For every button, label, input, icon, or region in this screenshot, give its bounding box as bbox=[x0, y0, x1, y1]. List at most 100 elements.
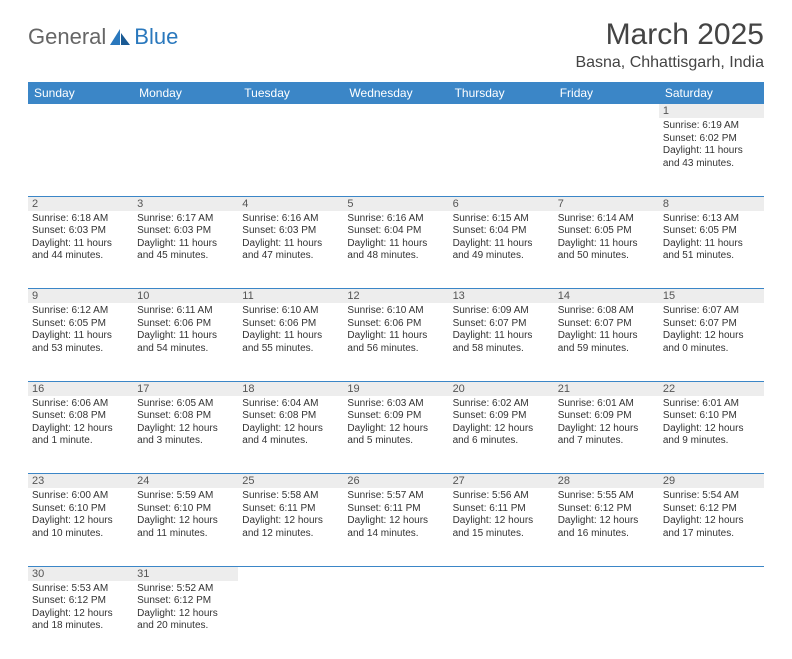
day-cell bbox=[343, 118, 448, 196]
weekday-header: Wednesday bbox=[343, 82, 448, 104]
sunrise-text: Sunrise: 6:15 AM bbox=[453, 213, 550, 226]
day-cell: Sunrise: 6:02 AMSunset: 6:09 PMDaylight:… bbox=[449, 396, 554, 474]
daylight-text: Daylight: 11 hours bbox=[137, 238, 234, 251]
day-cell: Sunrise: 5:56 AMSunset: 6:11 PMDaylight:… bbox=[449, 488, 554, 566]
daylight-text: and 5 minutes. bbox=[347, 435, 444, 448]
daylight-text: and 16 minutes. bbox=[558, 528, 655, 541]
sunset-text: Sunset: 6:07 PM bbox=[558, 318, 655, 331]
sunset-text: Sunset: 6:07 PM bbox=[453, 318, 550, 331]
sunrise-text: Sunrise: 6:04 AM bbox=[242, 398, 339, 411]
day-cell bbox=[238, 581, 343, 659]
daylight-text: Daylight: 12 hours bbox=[558, 515, 655, 528]
header: General Blue March 2025 Basna, Chhattisg… bbox=[28, 18, 764, 72]
daylight-text: Daylight: 12 hours bbox=[137, 423, 234, 436]
daylight-text: Daylight: 12 hours bbox=[663, 515, 760, 528]
sunset-text: Sunset: 6:07 PM bbox=[663, 318, 760, 331]
day-cell: Sunrise: 6:03 AMSunset: 6:09 PMDaylight:… bbox=[343, 396, 448, 474]
daylight-text: and 9 minutes. bbox=[663, 435, 760, 448]
day-number bbox=[343, 104, 448, 118]
page-title: March 2025 bbox=[575, 18, 764, 52]
week-row: Sunrise: 5:53 AMSunset: 6:12 PMDaylight:… bbox=[28, 581, 764, 659]
sunrise-text: Sunrise: 6:00 AM bbox=[32, 490, 129, 503]
day-cell: Sunrise: 6:05 AMSunset: 6:08 PMDaylight:… bbox=[133, 396, 238, 474]
daylight-text: Daylight: 11 hours bbox=[558, 238, 655, 251]
weekday-header: Monday bbox=[133, 82, 238, 104]
sunset-text: Sunset: 6:05 PM bbox=[32, 318, 129, 331]
sunset-text: Sunset: 6:03 PM bbox=[137, 225, 234, 238]
daylight-text: and 1 minute. bbox=[32, 435, 129, 448]
sunset-text: Sunset: 6:08 PM bbox=[32, 410, 129, 423]
sunset-text: Sunset: 6:10 PM bbox=[663, 410, 760, 423]
sunset-text: Sunset: 6:09 PM bbox=[453, 410, 550, 423]
sunset-text: Sunset: 6:11 PM bbox=[242, 503, 339, 516]
sunrise-text: Sunrise: 6:01 AM bbox=[663, 398, 760, 411]
sunrise-text: Sunrise: 6:02 AM bbox=[453, 398, 550, 411]
daylight-text: Daylight: 12 hours bbox=[453, 423, 550, 436]
daylight-text: and 12 minutes. bbox=[242, 528, 339, 541]
week-row: Sunrise: 6:18 AMSunset: 6:03 PMDaylight:… bbox=[28, 211, 764, 289]
day-number bbox=[554, 104, 659, 118]
sunset-text: Sunset: 6:10 PM bbox=[32, 503, 129, 516]
daylight-text: Daylight: 12 hours bbox=[347, 515, 444, 528]
day-cell: Sunrise: 5:59 AMSunset: 6:10 PMDaylight:… bbox=[133, 488, 238, 566]
day-number: 27 bbox=[449, 474, 554, 489]
day-cell bbox=[449, 581, 554, 659]
day-number: 3 bbox=[133, 196, 238, 211]
daylight-text: and 58 minutes. bbox=[453, 343, 550, 356]
day-cell: Sunrise: 5:55 AMSunset: 6:12 PMDaylight:… bbox=[554, 488, 659, 566]
day-cell: Sunrise: 5:57 AMSunset: 6:11 PMDaylight:… bbox=[343, 488, 448, 566]
sunset-text: Sunset: 6:12 PM bbox=[558, 503, 655, 516]
day-cell: Sunrise: 6:00 AMSunset: 6:10 PMDaylight:… bbox=[28, 488, 133, 566]
daylight-text: Daylight: 11 hours bbox=[347, 330, 444, 343]
day-cell: Sunrise: 6:12 AMSunset: 6:05 PMDaylight:… bbox=[28, 303, 133, 381]
sunset-text: Sunset: 6:10 PM bbox=[137, 503, 234, 516]
day-cell: Sunrise: 6:08 AMSunset: 6:07 PMDaylight:… bbox=[554, 303, 659, 381]
day-number bbox=[449, 566, 554, 581]
day-cell bbox=[659, 581, 764, 659]
day-number: 21 bbox=[554, 381, 659, 396]
week-row: Sunrise: 6:19 AMSunset: 6:02 PMDaylight:… bbox=[28, 118, 764, 196]
day-number: 6 bbox=[449, 196, 554, 211]
weekday-header: Saturday bbox=[659, 82, 764, 104]
day-number: 24 bbox=[133, 474, 238, 489]
daylight-text: and 56 minutes. bbox=[347, 343, 444, 356]
day-number: 25 bbox=[238, 474, 343, 489]
daylight-text: Daylight: 11 hours bbox=[663, 145, 760, 158]
sunrise-text: Sunrise: 6:03 AM bbox=[347, 398, 444, 411]
daylight-text: and 3 minutes. bbox=[137, 435, 234, 448]
day-number: 9 bbox=[28, 289, 133, 304]
day-cell bbox=[133, 118, 238, 196]
daylight-text: and 55 minutes. bbox=[242, 343, 339, 356]
daylight-text: and 51 minutes. bbox=[663, 250, 760, 263]
day-number bbox=[449, 104, 554, 118]
day-number: 19 bbox=[343, 381, 448, 396]
day-cell: Sunrise: 6:17 AMSunset: 6:03 PMDaylight:… bbox=[133, 211, 238, 289]
daylight-text: and 15 minutes. bbox=[453, 528, 550, 541]
daylight-text: and 50 minutes. bbox=[558, 250, 655, 263]
weekday-header: Thursday bbox=[449, 82, 554, 104]
day-cell: Sunrise: 6:06 AMSunset: 6:08 PMDaylight:… bbox=[28, 396, 133, 474]
day-number: 30 bbox=[28, 566, 133, 581]
sunset-text: Sunset: 6:06 PM bbox=[137, 318, 234, 331]
day-number: 10 bbox=[133, 289, 238, 304]
daylight-text: and 53 minutes. bbox=[32, 343, 129, 356]
sunrise-text: Sunrise: 6:14 AM bbox=[558, 213, 655, 226]
sunrise-text: Sunrise: 6:13 AM bbox=[663, 213, 760, 226]
sunrise-text: Sunrise: 5:59 AM bbox=[137, 490, 234, 503]
day-cell: Sunrise: 6:04 AMSunset: 6:08 PMDaylight:… bbox=[238, 396, 343, 474]
day-number: 22 bbox=[659, 381, 764, 396]
day-number: 15 bbox=[659, 289, 764, 304]
sunset-text: Sunset: 6:04 PM bbox=[453, 225, 550, 238]
sunset-text: Sunset: 6:12 PM bbox=[663, 503, 760, 516]
day-number: 4 bbox=[238, 196, 343, 211]
sunrise-text: Sunrise: 6:06 AM bbox=[32, 398, 129, 411]
location-label: Basna, Chhattisgarh, India bbox=[575, 54, 764, 72]
day-number bbox=[659, 566, 764, 581]
sunset-text: Sunset: 6:12 PM bbox=[137, 595, 234, 608]
sunrise-text: Sunrise: 5:52 AM bbox=[137, 583, 234, 596]
sunrise-text: Sunrise: 6:07 AM bbox=[663, 305, 760, 318]
sunset-text: Sunset: 6:09 PM bbox=[558, 410, 655, 423]
weekday-header: Sunday bbox=[28, 82, 133, 104]
daylight-text: Daylight: 12 hours bbox=[242, 423, 339, 436]
daylight-text: and 0 minutes. bbox=[663, 343, 760, 356]
